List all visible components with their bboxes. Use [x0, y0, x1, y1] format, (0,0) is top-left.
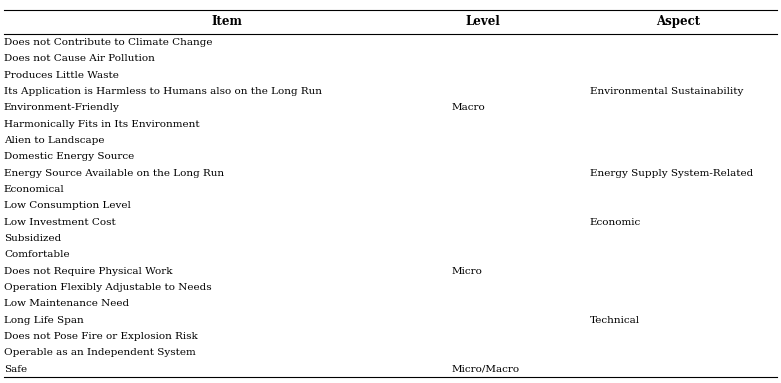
Text: Micro: Micro	[451, 267, 483, 276]
Text: Level: Level	[465, 15, 500, 28]
Text: Low Consumption Level: Low Consumption Level	[4, 201, 130, 210]
Text: Domestic Energy Source: Domestic Energy Source	[4, 152, 134, 161]
Text: Subsidized: Subsidized	[4, 234, 61, 243]
Text: Low Maintenance Need: Low Maintenance Need	[4, 299, 129, 308]
Text: Aspect: Aspect	[656, 15, 700, 28]
Text: Produces Little Waste: Produces Little Waste	[4, 71, 119, 80]
Text: Long Life Span: Long Life Span	[4, 316, 84, 325]
Text: Does not Cause Air Pollution: Does not Cause Air Pollution	[4, 54, 155, 64]
Text: Does not Pose Fire or Explosion Risk: Does not Pose Fire or Explosion Risk	[4, 332, 198, 341]
Text: Micro/Macro: Micro/Macro	[451, 365, 519, 373]
Text: Operation Flexibly Adjustable to Needs: Operation Flexibly Adjustable to Needs	[4, 283, 212, 292]
Text: Macro: Macro	[451, 103, 485, 113]
Text: Environmental Sustainability: Environmental Sustainability	[590, 87, 743, 96]
Text: Low Investment Cost: Low Investment Cost	[4, 218, 116, 227]
Text: Alien to Landscape: Alien to Landscape	[4, 136, 105, 145]
Text: Economic: Economic	[590, 218, 641, 227]
Text: Technical: Technical	[590, 316, 640, 325]
Text: Its Application is Harmless to Humans also on the Long Run: Its Application is Harmless to Humans al…	[4, 87, 322, 96]
Text: Energy Source Available on the Long Run: Energy Source Available on the Long Run	[4, 169, 224, 178]
Text: Safe: Safe	[4, 365, 27, 373]
Text: Does not Require Physical Work: Does not Require Physical Work	[4, 267, 173, 276]
Text: Item: Item	[211, 15, 242, 28]
Text: Comfortable: Comfortable	[4, 250, 70, 259]
Text: Energy Supply System-Related: Energy Supply System-Related	[590, 169, 753, 178]
Text: Does not Contribute to Climate Change: Does not Contribute to Climate Change	[4, 38, 212, 47]
Text: Environment-Friendly: Environment-Friendly	[4, 103, 119, 113]
Text: Economical: Economical	[4, 185, 65, 194]
Text: Harmonically Fits in Its Environment: Harmonically Fits in Its Environment	[4, 120, 199, 129]
Text: Operable as an Independent System: Operable as an Independent System	[4, 348, 196, 357]
